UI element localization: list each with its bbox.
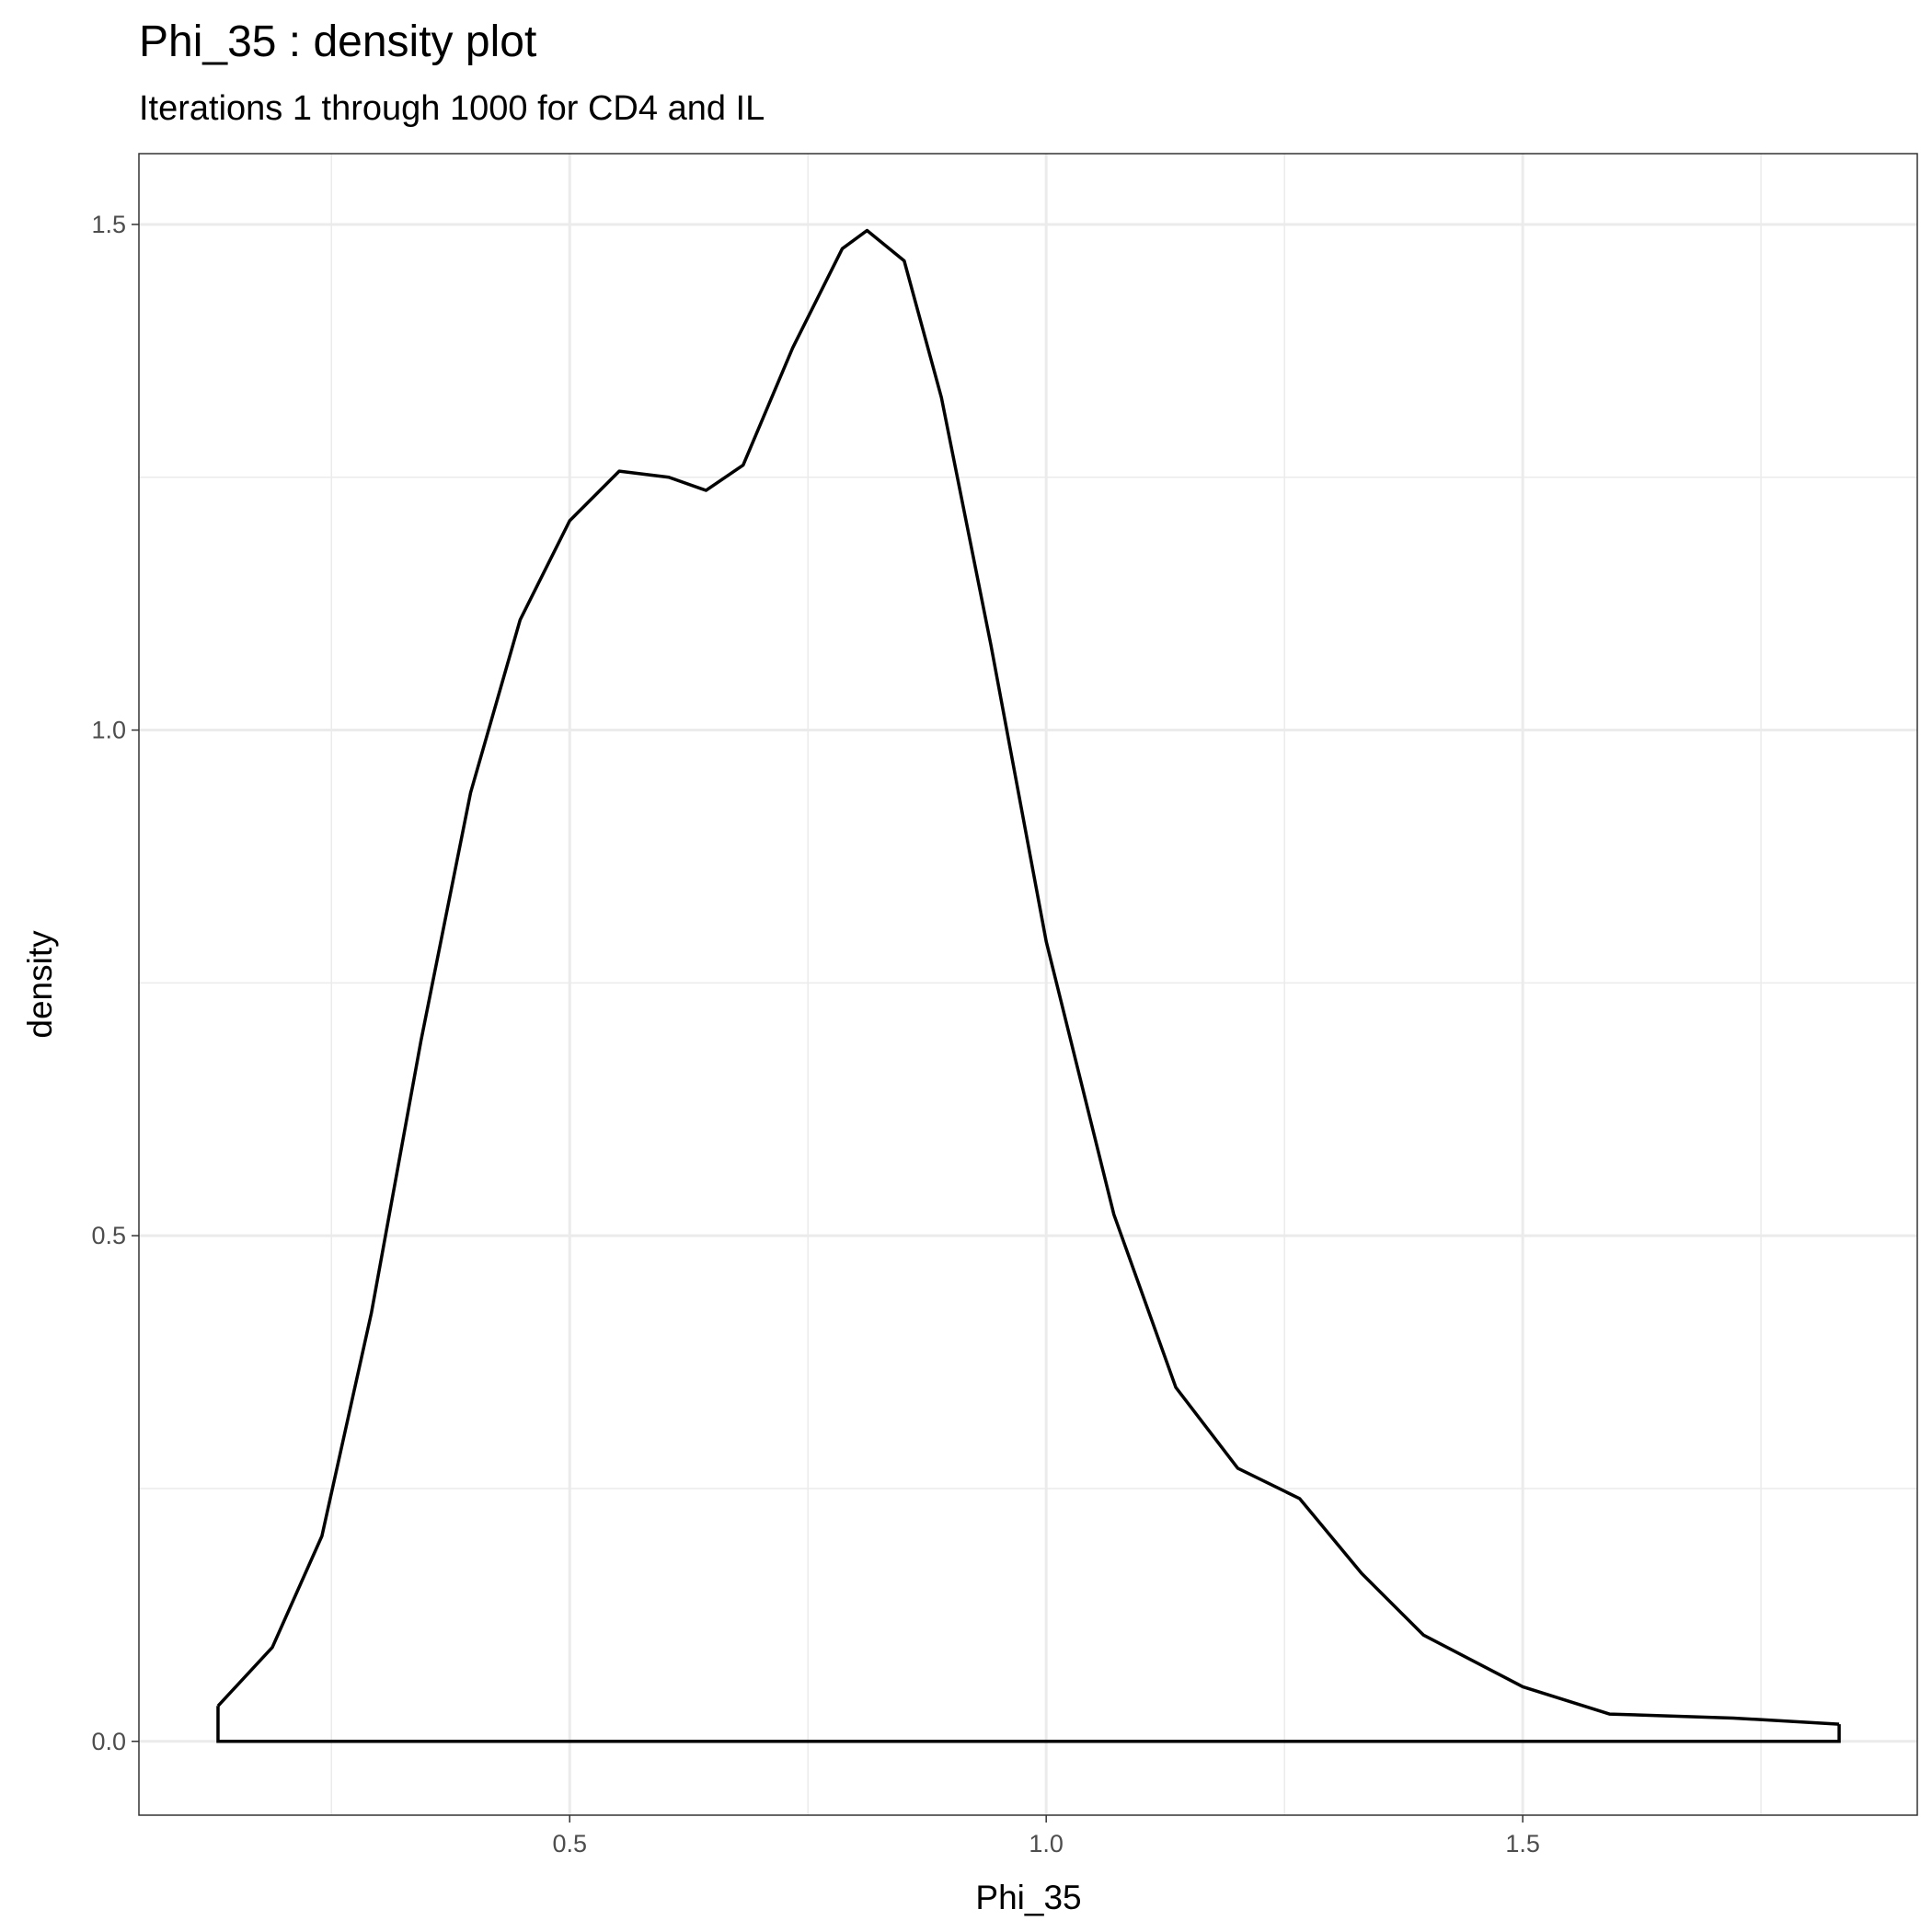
density-outline — [216, 1706, 1841, 1743]
y-tick-label: 0.5 — [91, 1222, 126, 1249]
x-tick-label: 1.0 — [1029, 1830, 1064, 1857]
x-tick-label: 0.5 — [552, 1830, 587, 1857]
density-line — [216, 228, 1840, 1726]
x-axis-title: Phi_35 — [975, 1879, 1081, 1916]
y-tick-label: 1.5 — [91, 211, 126, 238]
chart-title: Phi_35 : density plot — [139, 17, 536, 66]
panel-border — [138, 153, 1918, 1816]
y-axis-title: density — [21, 930, 59, 1039]
y-tick-label: 1.0 — [91, 717, 126, 744]
panel-background — [139, 154, 1917, 1815]
y-tick-label: 0.0 — [91, 1728, 126, 1755]
x-tick-label: 1.5 — [1505, 1830, 1540, 1857]
chart-subtitle: Iterations 1 through 1000 for CD4 and IL — [139, 89, 765, 128]
